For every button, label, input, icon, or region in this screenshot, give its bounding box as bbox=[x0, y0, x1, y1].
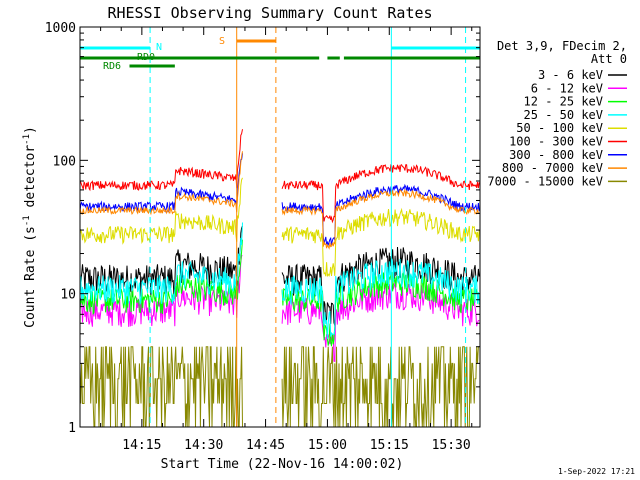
x-tick-label: 14:45 bbox=[246, 438, 285, 453]
legend-label: 12 - 25 keV bbox=[524, 95, 603, 109]
y-axis-label-sup1: -1 bbox=[22, 215, 32, 226]
reference-lines bbox=[149, 27, 467, 427]
x-axis: 14:15 14:30 14:45 15:00 15:15 15:30 bbox=[79, 27, 473, 453]
y-axis-label-part2: detector bbox=[23, 145, 38, 216]
chart-title: RHESSI Observing Summary Count Rates bbox=[107, 4, 432, 22]
y-axis-label: Count Rate (s-1 detector-1) bbox=[22, 126, 38, 328]
series-line bbox=[80, 177, 480, 278]
series-line bbox=[80, 222, 480, 339]
plot-frame bbox=[79, 26, 481, 428]
flag-label: RD0 bbox=[137, 52, 155, 63]
legend-label: 6 - 12 keV bbox=[531, 81, 603, 95]
x-tick-label: 15:30 bbox=[432, 438, 471, 453]
x-tick-label: 15:00 bbox=[308, 438, 347, 453]
y-tick-label: 1000 bbox=[45, 21, 76, 36]
y-tick-label: 10 bbox=[60, 288, 76, 303]
x-tick-label: 15:15 bbox=[370, 438, 409, 453]
y-axis-label-part3: ) bbox=[23, 126, 38, 134]
series-layer bbox=[80, 129, 480, 427]
legend-label: 100 - 300 keV bbox=[509, 135, 603, 149]
legend-header-line1: Det 3,9, FDecim 2, bbox=[497, 39, 627, 53]
legend-header-line2: Att 0 bbox=[591, 52, 627, 66]
y-axis: 1 10 100 1000 bbox=[45, 21, 480, 436]
y-tick-label: 100 bbox=[53, 154, 76, 169]
flag-label: RD6 bbox=[103, 61, 121, 72]
series-line bbox=[80, 346, 480, 427]
y-tick-label: 1 bbox=[68, 421, 76, 436]
flag-label: N bbox=[156, 42, 162, 53]
x-tick-label: 14:15 bbox=[122, 438, 161, 453]
legend-label: 7000 - 15000 keV bbox=[487, 174, 603, 188]
x-tick-label: 14:30 bbox=[184, 438, 223, 453]
flag-label: S bbox=[219, 36, 225, 47]
legend-label: 800 - 7000 keV bbox=[502, 161, 603, 175]
y-axis-label-part1: Count Rate (s bbox=[23, 226, 38, 328]
series-line bbox=[80, 151, 480, 250]
x-axis-label: Start Time (22-Nov-16 14:00:02) bbox=[161, 457, 404, 472]
legend-label: 25 - 50 keV bbox=[524, 108, 603, 122]
footer-timestamp: 1-Sep-2022 17:21 bbox=[558, 467, 635, 476]
legend-label: 50 - 100 keV bbox=[516, 121, 603, 135]
legend-label: 3 - 6 keV bbox=[538, 68, 603, 82]
series-line bbox=[80, 129, 480, 224]
legend-label: 300 - 800 keV bbox=[509, 148, 603, 162]
y-axis-label-sup2: -1 bbox=[22, 134, 32, 145]
